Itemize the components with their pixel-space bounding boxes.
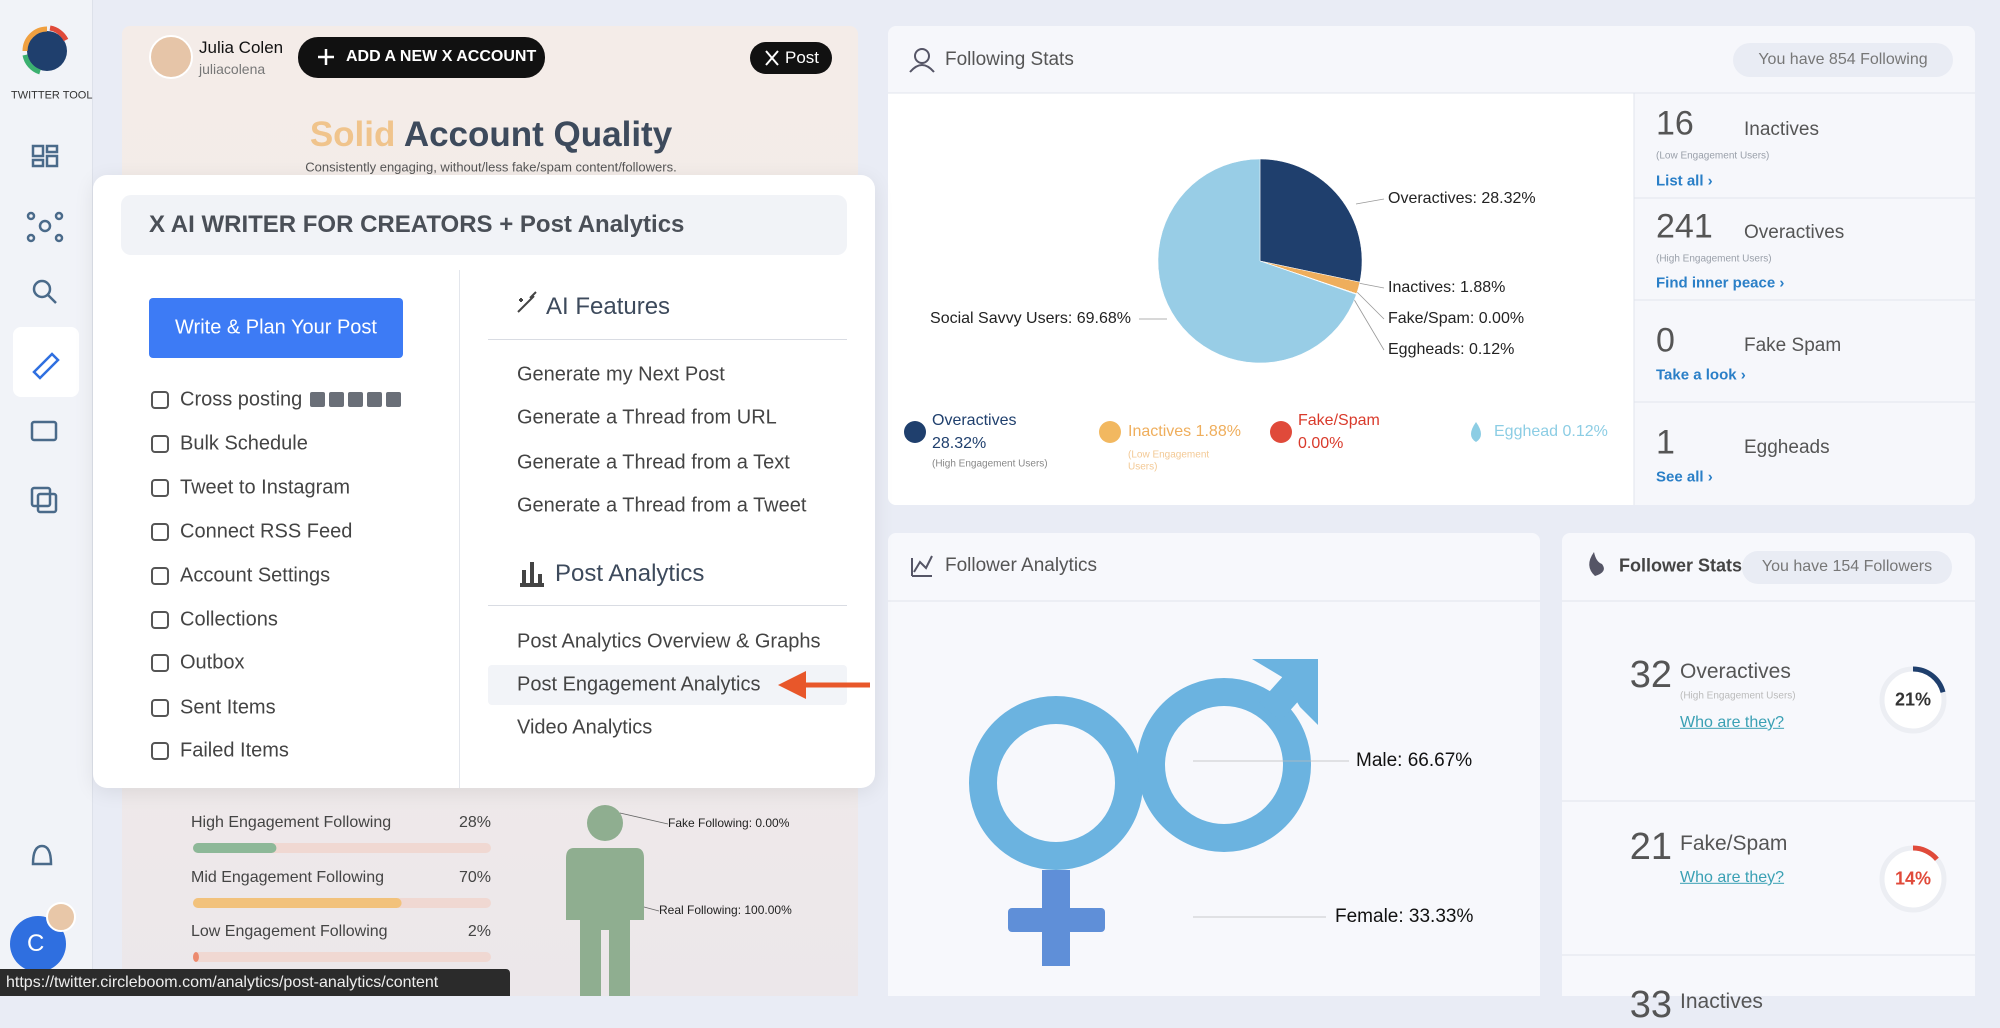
ai-item[interactable]: Generate a Thread from a Tweet — [517, 494, 807, 517]
menu-item[interactable]: Outbox — [180, 651, 245, 674]
stat-label: Overactives — [1744, 222, 1845, 244]
follower-sub: (High Engagement Users) — [1680, 690, 1796, 702]
following-title: Following Stats — [945, 49, 1074, 71]
ai-item[interactable]: Generate a Thread from a Text — [517, 451, 790, 474]
stat-link[interactable]: Find inner peace › — [1656, 274, 1785, 292]
pie-label: Inactives: 1.88% — [1388, 278, 1506, 296]
write-label[interactable]: Write & Plan Your Post — [175, 316, 377, 339]
stat-label: Eggheads — [1744, 437, 1830, 459]
legend-name: Inactives 1.88% — [1128, 422, 1241, 440]
legend-name: Egghead 0.12% — [1494, 422, 1608, 440]
follower-count: 32 — [1629, 654, 1672, 697]
quality-subtitle: Consistently engaging, without/less fake… — [305, 159, 677, 175]
follower-analytics-title: Follower Analytics — [945, 555, 1098, 577]
ai-item[interactable]: Generate a Thread from URL — [517, 406, 777, 429]
analytics-item[interactable]: Post Engagement Analytics — [517, 673, 761, 696]
status-url: https://twitter.circleboom.com/analytics… — [6, 973, 439, 991]
post-label[interactable]: Post — [785, 48, 820, 68]
menu-item[interactable]: Bulk Schedule — [180, 432, 308, 455]
engagement-value: 28% — [458, 813, 491, 831]
stat-count: 16 — [1656, 104, 1694, 143]
stat-link[interactable]: List all › — [1656, 172, 1713, 190]
follower-label: Inactives — [1680, 989, 1763, 1013]
menu-item[interactable]: Collections — [180, 608, 278, 631]
stat-sub: (High Engagement Users) — [1656, 253, 1772, 265]
menu-title: X AI WRITER FOR CREATORS + Post Analytic… — [149, 211, 685, 239]
quality-rest: Account Quality — [403, 114, 673, 154]
stat-count: 1 — [1656, 423, 1675, 462]
legend-name: Fake/Spam — [1298, 411, 1380, 429]
active-nav[interactable] — [13, 327, 79, 397]
fake-following: Fake Following: 0.00% — [668, 816, 790, 831]
brand: TWITTER TOOL — [11, 89, 93, 102]
follower-label: Overactives — [1680, 659, 1791, 683]
menu-item[interactable]: Failed Items — [180, 739, 289, 762]
menu-item[interactable]: Account Settings — [180, 564, 331, 587]
engagement-label: Low Engagement Following — [191, 922, 388, 940]
stat-link[interactable]: See all › — [1656, 468, 1713, 486]
follower-link[interactable]: Who are they? — [1680, 713, 1785, 731]
follower-count: 21 — [1629, 826, 1672, 869]
avatar-letter: C — [27, 930, 45, 958]
stat-count: 0 — [1656, 321, 1675, 360]
female-label: Female: 33.33% — [1335, 906, 1474, 928]
ai-item[interactable]: Generate my Next Post — [517, 363, 725, 386]
engagement-label: High Engagement Following — [191, 813, 392, 831]
legend-name: Overactives — [932, 411, 1017, 429]
ring-label: 14% — [1894, 868, 1932, 889]
menu-title-box — [121, 195, 847, 255]
user-handle: juliacolena — [199, 60, 266, 77]
menu-divider — [459, 270, 460, 788]
stat-count: 241 — [1656, 207, 1713, 246]
engagement-label: Mid Engagement Following — [191, 868, 384, 886]
section-rule — [488, 605, 847, 606]
follower-link[interactable]: Who are they? — [1680, 868, 1785, 886]
stat-link[interactable]: Take a look › — [1656, 366, 1746, 384]
menu-item[interactable]: Sent Items — [180, 696, 276, 719]
analytics-item[interactable]: Video Analytics — [517, 716, 653, 739]
stat-sub: (Low Engagement Users) — [1656, 150, 1770, 162]
legend-sub: (High Engagement Users) — [932, 458, 1048, 470]
legend-value: 0.00% — [1298, 434, 1344, 452]
legend-sub: (Low Engagement Users) — [1128, 449, 1210, 473]
write-button[interactable] — [149, 298, 403, 358]
pie-label: Eggheads: 0.12% — [1388, 340, 1515, 358]
menu-item[interactable]: Connect RSS Feed — [180, 520, 353, 543]
ring-label: 21% — [1894, 689, 1932, 710]
follower-stats-title: Follower Stats — [1619, 555, 1743, 576]
menu-item[interactable]: Tweet to Instagram — [180, 476, 351, 499]
analytics-heading: Post Analytics — [555, 560, 705, 588]
male-label: Male: 66.67% — [1356, 750, 1473, 772]
quality-title: Solid Account Quality — [310, 115, 672, 155]
quality-highlight: Solid — [309, 114, 396, 154]
engagement-value: 70% — [458, 868, 491, 886]
analytics-item[interactable]: Post Analytics Overview & Graphs — [517, 630, 821, 653]
menu-popup — [93, 175, 875, 788]
real-following: Real Following: 100.00% — [659, 903, 792, 918]
ai-heading: AI Features — [546, 293, 671, 321]
pie-label: Fake/Spam: 0.00% — [1388, 309, 1525, 327]
stat-label: Inactives — [1744, 119, 1819, 141]
legend-value: 28.32% — [932, 434, 987, 452]
status-bar — [0, 969, 510, 996]
section-rule — [488, 339, 847, 340]
follower-label: Fake/Spam — [1680, 831, 1788, 855]
sidebar — [0, 0, 93, 996]
following-badge-text: You have 854 Following — [1758, 50, 1928, 68]
menu-item[interactable]: Cross posting — [180, 388, 303, 411]
followers-badge-text: You have 154 Followers — [1761, 557, 1933, 575]
pie-label: Overactives: 28.32% — [1388, 189, 1536, 207]
follower-stats-card — [1562, 533, 1975, 996]
user-name: Julia Colen — [199, 38, 284, 58]
follower-count: 33 — [1629, 984, 1672, 1027]
stat-label: Fake Spam — [1744, 335, 1842, 357]
add-account-label[interactable]: ADD A NEW X ACCOUNT — [346, 47, 537, 65]
pie-label: Social Savvy Users: 69.68% — [930, 309, 1131, 327]
engagement-value: 2% — [467, 922, 491, 940]
pie-area — [888, 93, 1634, 505]
